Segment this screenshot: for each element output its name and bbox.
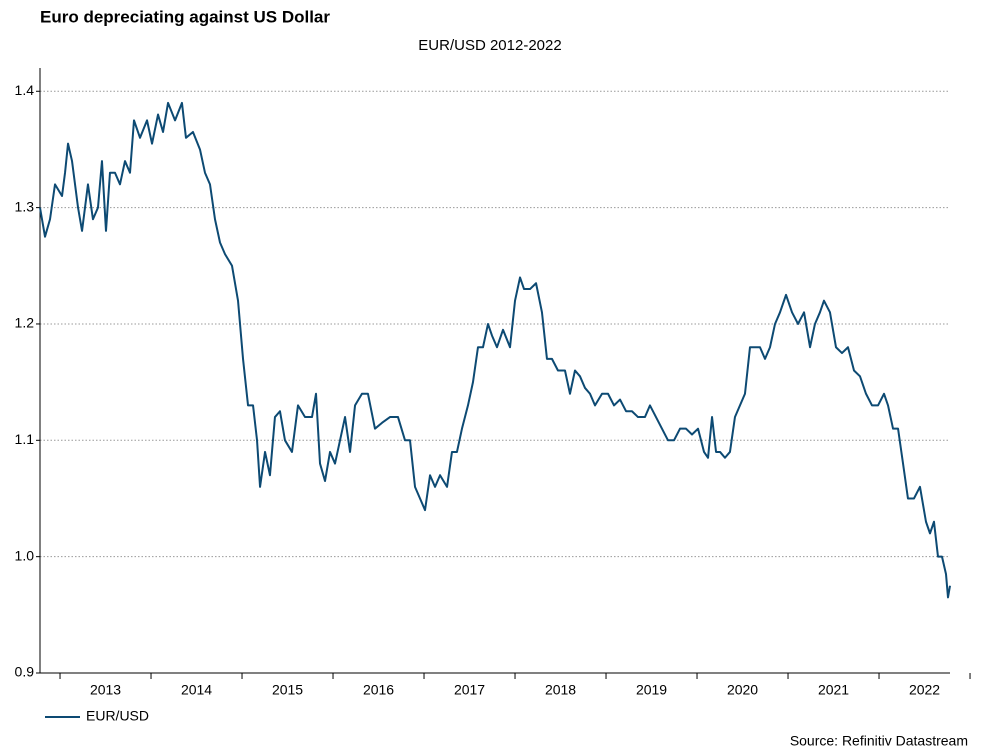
x-tick-label: 2013 bbox=[90, 682, 121, 698]
chart-title: Euro depreciating against US Dollar bbox=[40, 7, 330, 26]
x-tick-label: 2021 bbox=[818, 682, 849, 698]
data-line bbox=[39, 101, 951, 599]
y-tick-label: 1.3 bbox=[15, 198, 35, 214]
x-tick-label: 2015 bbox=[272, 682, 303, 698]
y-tick-label: 1.4 bbox=[15, 82, 35, 98]
x-tick-label: 2017 bbox=[454, 682, 485, 698]
y-tick-label: 1.1 bbox=[15, 431, 35, 447]
x-tick-label: 2018 bbox=[545, 682, 576, 698]
y-tick-label: 1.2 bbox=[15, 315, 35, 331]
x-tick-label: 2016 bbox=[363, 682, 394, 698]
source-note: Source: Refinitiv Datastream bbox=[790, 733, 968, 749]
x-tick-label: 2022 bbox=[909, 682, 940, 698]
x-tick-label: 2014 bbox=[181, 682, 212, 698]
y-tick-label: 0.9 bbox=[15, 664, 35, 680]
legend-label: EUR/USD bbox=[86, 708, 149, 724]
chart-subtitle: EUR/USD 2012-2022 bbox=[418, 37, 561, 54]
y-tick-label: 1.0 bbox=[15, 547, 35, 563]
x-tick-label: 2020 bbox=[727, 682, 758, 698]
x-tick-label: 2019 bbox=[636, 682, 667, 698]
